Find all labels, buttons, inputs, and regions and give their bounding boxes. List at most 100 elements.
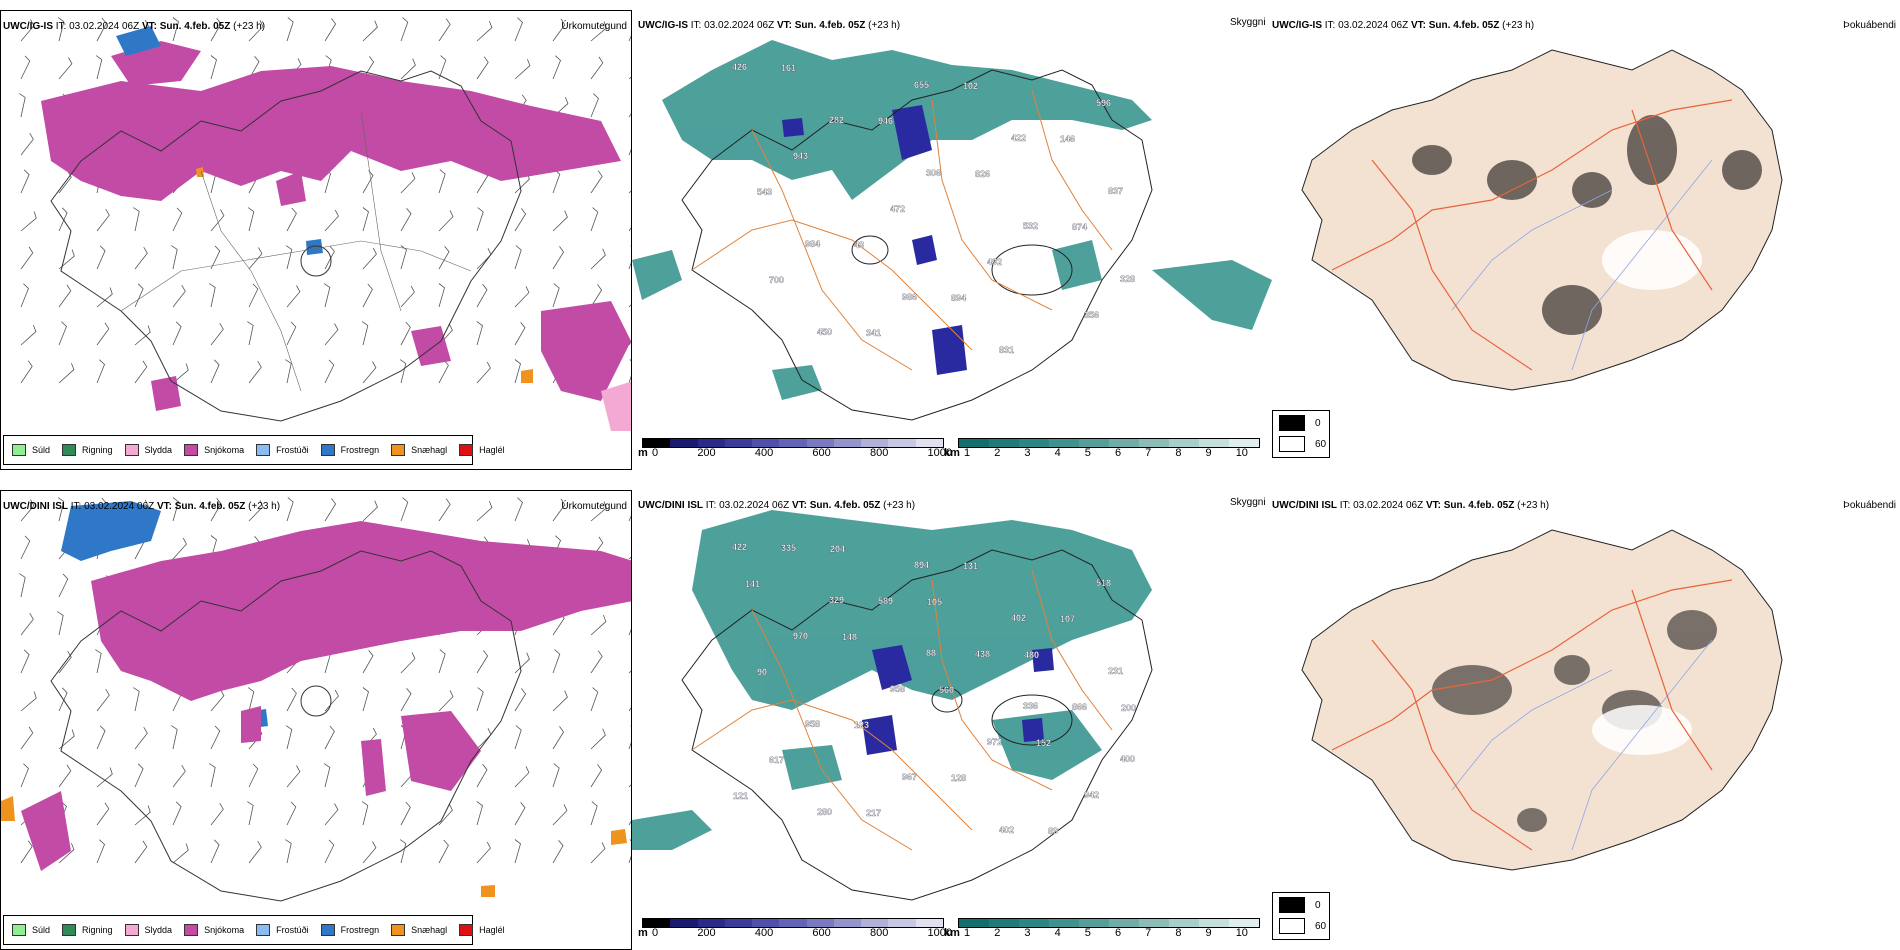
ceiling-value-label: 589	[878, 596, 893, 606]
scale-tick: 800	[869, 447, 889, 459]
legend-swatch	[62, 924, 77, 936]
scale-step	[959, 439, 989, 447]
rivers	[1451, 159, 1713, 371]
ceiling-value-label: 826	[975, 169, 990, 179]
wind-barb	[324, 209, 339, 232]
wind-barb	[134, 805, 151, 826]
wind-barb	[362, 283, 373, 308]
wind-barb	[20, 535, 31, 560]
wind-barb	[20, 840, 33, 864]
ceiling-value-label: 161	[781, 63, 796, 73]
wind-barb	[362, 207, 369, 232]
wind-barb	[209, 763, 216, 788]
wind-barb	[96, 208, 110, 232]
legend-label: Slydda	[144, 925, 173, 935]
legend-label: Haglél	[479, 445, 505, 455]
wind-barb	[324, 245, 335, 270]
scale-tick: 600	[812, 927, 831, 939]
ceiling-value-label: 148	[842, 632, 857, 642]
legend-item: Snjókoma	[184, 444, 244, 456]
ceiling-value-label: 617	[769, 755, 784, 765]
ceiling-value-label: 328	[1120, 274, 1135, 284]
scale-step	[643, 439, 671, 447]
scale-tick: 400	[754, 447, 774, 459]
precip-panel-bottom: UWC/DINI ISL IT: 03.02.2024 06Z VT: Sun.…	[0, 490, 632, 950]
legend-label: Rigning	[82, 445, 113, 455]
wind-barb	[248, 840, 262, 864]
wind-barb	[209, 283, 216, 308]
fog-title-top: Þokuábendi	[1843, 20, 1896, 31]
ceiling-value-label: 970	[793, 631, 808, 641]
ceiling-value-label: 146	[1060, 134, 1075, 144]
legend-swatch	[184, 924, 199, 936]
graupel-areas	[196, 167, 533, 383]
wind-barb	[438, 359, 449, 384]
wind-barb	[133, 687, 140, 712]
scale-step	[989, 919, 1019, 927]
coastline	[681, 549, 1153, 901]
ceiling-colorbar-top: m 0 200 400 600 800 1000 km 1 2 3 4 5 6 7 8 9 10	[638, 438, 1268, 468]
legend-swatch	[459, 444, 474, 456]
wind-barb	[400, 652, 416, 674]
ceiling-value-label: 282	[829, 115, 844, 125]
ceiling-value-label: 217	[866, 808, 881, 818]
scale-tick: 5	[1084, 447, 1091, 459]
fog-legend-top: 0 60	[1272, 410, 1330, 458]
wind-barb	[476, 500, 493, 522]
ceiling-value-label: 102	[963, 81, 978, 91]
legend-swatch	[124, 924, 139, 936]
legend-swatch	[459, 924, 474, 936]
ceiling-value-label: 943	[793, 151, 808, 161]
scale-step	[806, 439, 834, 447]
coastline	[50, 550, 522, 902]
ceiling-title-bottom: Skyggni	[1230, 497, 1266, 508]
legend-swatch	[320, 444, 335, 456]
wind-barb	[286, 17, 294, 42]
wind-barb	[399, 839, 407, 864]
wind-barb	[362, 247, 377, 270]
wind-barb	[476, 763, 488, 788]
wind-barb	[362, 841, 377, 864]
ceiling-value-label: 280	[817, 807, 832, 817]
wind-barb	[96, 287, 113, 308]
wind-barb	[58, 842, 75, 864]
legend-swatch	[256, 444, 271, 456]
legend-label: Snjókoma	[204, 925, 245, 935]
legend-swatch	[391, 444, 406, 456]
wind-barb	[514, 497, 523, 522]
scale-step	[1139, 439, 1169, 447]
wind-barb	[134, 726, 148, 750]
scale-tick: 800	[869, 927, 889, 939]
wind-barb	[286, 285, 301, 308]
scale-tick: 400	[754, 927, 774, 939]
legend-item: Snæhagl	[391, 924, 447, 936]
ceiling-colorbar-bottom: m 0 200 400 600 800 1000 km 1 2 3 4 5 6 7 8 9 10	[638, 918, 1268, 948]
legend-swatch	[256, 924, 271, 936]
legend-label: Frostregn	[340, 925, 380, 935]
wind-barb	[134, 246, 148, 270]
wind-barb	[476, 687, 484, 712]
ceiling-map-bottom: 422 329 88 336 400 280 894 402 231 958 967 402 518 97…	[632, 510, 1153, 901]
fog-legend-label: 0	[1315, 417, 1321, 429]
wind-barb	[96, 245, 106, 270]
legend-item: Súld	[12, 924, 50, 936]
wind-barb	[590, 207, 599, 232]
scale-tick: 200	[697, 447, 716, 459]
wind-barb	[438, 245, 450, 270]
scale-step	[1229, 919, 1259, 927]
legend-item: Frostúði	[256, 444, 309, 456]
ceiling-value-label: 105	[927, 597, 942, 607]
ceiling-value-label: 958	[805, 719, 820, 729]
legend-swatch	[391, 924, 406, 936]
legend-label: Rigning	[82, 925, 113, 935]
graupel-areas	[1, 796, 627, 897]
ceiling-value-label: 200	[1121, 703, 1136, 713]
fog-legend-swatch	[1279, 918, 1305, 934]
low-ceiling-areas	[782, 105, 967, 375]
ceiling-value-label: 894	[951, 293, 966, 303]
roads	[691, 569, 1113, 851]
wind-barb	[134, 840, 148, 864]
wind-barb	[172, 843, 189, 864]
ceiling-value-label: 866	[1072, 702, 1087, 712]
ceiling-value-label: 400	[1120, 754, 1135, 764]
